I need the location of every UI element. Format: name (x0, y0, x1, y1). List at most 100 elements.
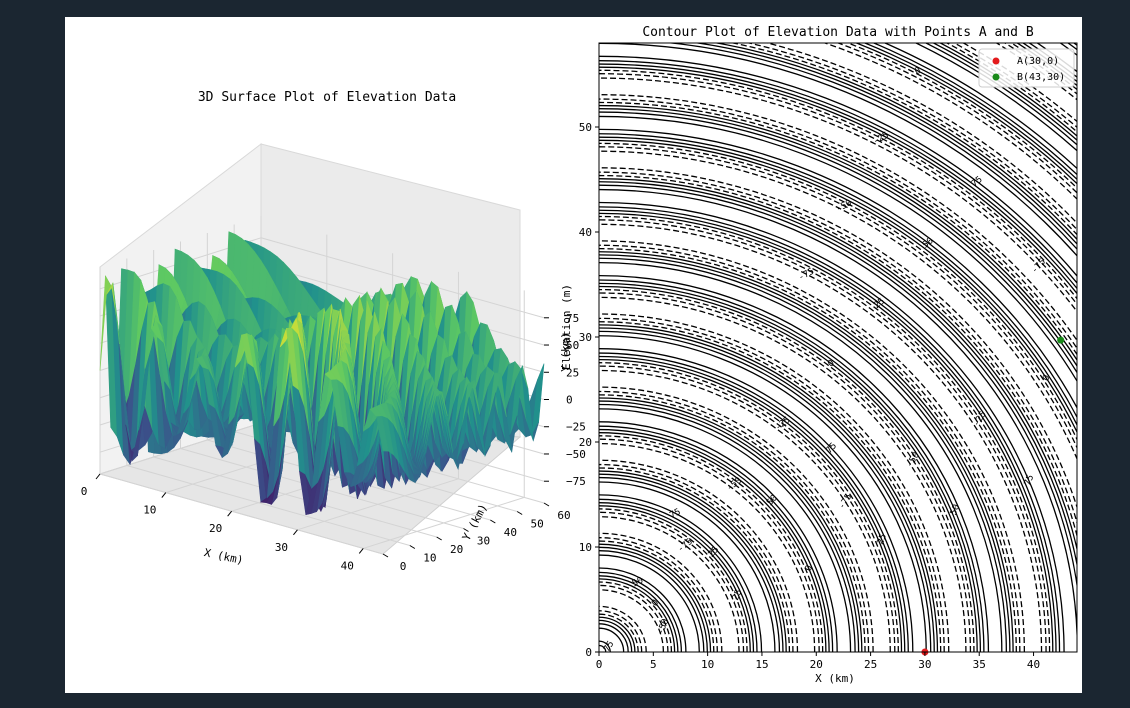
y-tick-label: 60 (557, 509, 570, 522)
z-tick-label: −25 (566, 421, 586, 434)
wall-grid-z (260, 237, 545, 319)
contour-line (764, 43, 1077, 225)
contour-line (599, 257, 1008, 652)
contour-line (599, 139, 1077, 434)
contour-line (599, 467, 791, 652)
surface-title: 3D Surface Plot of Elevation Data (198, 90, 456, 105)
z-tick-label: −50 (566, 448, 586, 461)
legend-frame (978, 48, 1075, 88)
contour-line (599, 142, 1077, 441)
z-tick-label: −75 (566, 475, 586, 488)
contour-line (599, 330, 932, 652)
contour-line (599, 459, 799, 652)
contour-x-tick-label: 40 (1027, 658, 1040, 671)
contour-line (599, 352, 909, 652)
contour-x-tick-label: 25 (864, 658, 877, 671)
surface-facet (376, 415, 389, 452)
contour-line (599, 111, 1077, 374)
y-tick-label: 30 (477, 535, 490, 548)
y-tick (490, 519, 496, 524)
y-tick-label: 0 (400, 560, 407, 573)
contour-line (599, 355, 906, 652)
x-tick (95, 473, 101, 480)
contour-line (599, 248, 1017, 652)
contour-line (599, 188, 1077, 652)
contour-line (599, 327, 935, 652)
contour-line (599, 133, 1077, 419)
contour-line (599, 115, 1077, 383)
contour-label: 75 (602, 639, 616, 654)
contour-line (599, 589, 665, 652)
contour-line (599, 108, 1077, 368)
contour-line (599, 400, 860, 652)
contour-label: 50 (949, 503, 962, 517)
y-tick (382, 553, 389, 558)
contour-line (599, 335, 927, 652)
contour-line (599, 567, 687, 652)
x-tick-label: 0 (81, 485, 88, 498)
x-tick-label: 20 (209, 522, 222, 535)
contour-line (599, 365, 896, 652)
contour-x-tick-label: 15 (755, 658, 768, 671)
contour-line (599, 262, 1003, 652)
y-tick (543, 502, 550, 507)
contour-line (599, 206, 1061, 652)
surface (99, 231, 545, 515)
contour-line (599, 511, 745, 652)
z-tick-label: 25 (566, 366, 579, 379)
contour-line (599, 321, 942, 652)
contour-line (599, 435, 824, 652)
contour-line (599, 292, 972, 652)
floor-grid-y (153, 456, 437, 538)
contour-label: 75 (1023, 473, 1036, 487)
contour-line (599, 505, 751, 652)
contour-line (599, 428, 830, 652)
x-tick-label: 40 (341, 559, 354, 572)
contour-line (599, 212, 1054, 652)
contour-y-tick-label: 0 (585, 646, 592, 659)
contour-line (599, 575, 679, 652)
contour-x-tick-label: 35 (973, 658, 986, 671)
contour-lines (599, 43, 1077, 652)
y-tick-label: 10 (423, 552, 436, 565)
contour-line (599, 274, 990, 652)
contour-line (599, 408, 852, 652)
contour-line (599, 244, 1021, 652)
contour-label: 50 (631, 576, 645, 590)
contour-y-tick-label: 30 (579, 331, 592, 344)
contour-x-tick-label: 5 (650, 658, 657, 671)
contour-line (599, 348, 914, 652)
contour-line (599, 481, 776, 652)
contour-x-tick-label: 10 (701, 658, 714, 671)
contour-line (599, 98, 1077, 350)
contour-line (599, 251, 1014, 652)
x-tick-label: 30 (275, 541, 288, 554)
contour-axes-frame (598, 42, 1078, 653)
contour-line (599, 55, 1077, 278)
contour-x-tick-label: 30 (918, 658, 931, 671)
contour-line (599, 317, 945, 652)
legend-marker-a (992, 57, 1000, 65)
contour-line (599, 543, 712, 652)
contour-label: -50 (905, 451, 922, 470)
contour-line (599, 421, 838, 652)
contour-line (599, 209, 1057, 652)
x-axis-label: X (km) (203, 546, 245, 567)
contour-line (599, 550, 705, 652)
contour-line (599, 442, 816, 652)
contour-y-tick-label: 50 (579, 121, 592, 134)
contour-y-tick-label: 40 (579, 226, 592, 239)
contour-line (599, 178, 1077, 553)
contour-line (599, 537, 718, 652)
x-tick-label: 10 (143, 504, 156, 517)
contour-line (599, 619, 633, 652)
contour-line (599, 215, 1051, 652)
contour-line (599, 403, 856, 652)
contour-label: 0 (826, 358, 836, 369)
z-tick-label: 75 (566, 312, 579, 325)
contour-line (599, 498, 758, 652)
contour-line (599, 470, 787, 652)
x-tick (293, 529, 298, 536)
legend-label-a: A(30,0) (1017, 56, 1059, 67)
y-tick (436, 536, 442, 541)
